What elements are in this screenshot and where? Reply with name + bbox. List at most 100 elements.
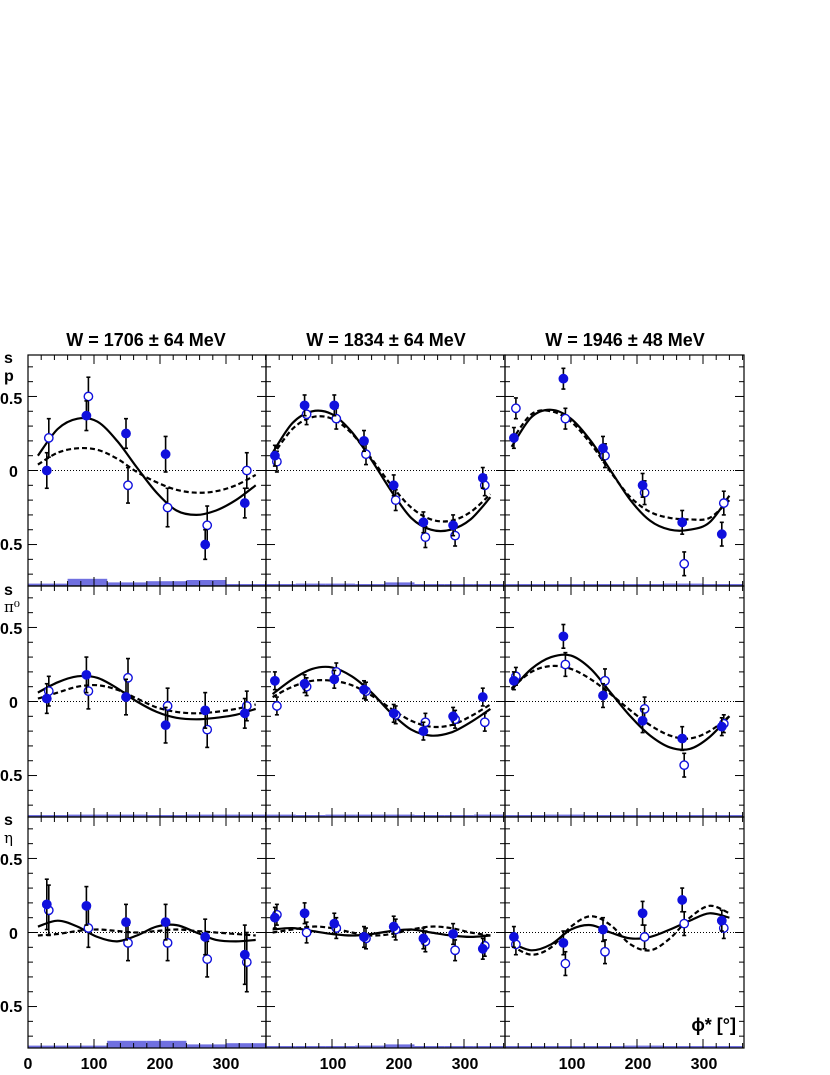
open-point	[162, 502, 173, 513]
x-tick-label-c2-200: 200	[386, 1056, 413, 1073]
filled-point	[448, 711, 458, 722]
systematic-band	[67, 1045, 108, 1048]
systematic-band	[663, 1046, 703, 1048]
solid-curve	[37, 674, 257, 721]
filled-point	[299, 400, 310, 411]
filled-point	[329, 400, 340, 411]
y-tick-label-r3-pos: 0.5	[0, 852, 22, 869]
dashed-curve	[510, 664, 731, 740]
dashed-curve	[37, 683, 256, 715]
filled-point	[81, 900, 92, 911]
column-title-2: W = 1834 ± 64 MeV	[306, 330, 465, 350]
systematic-band	[505, 815, 545, 817]
open-point	[271, 701, 282, 711]
open-point	[162, 701, 173, 711]
systematic-band	[226, 584, 266, 586]
filled-point	[637, 715, 648, 726]
systematic-band	[703, 815, 743, 817]
filled-point	[716, 915, 727, 926]
filled-point	[200, 705, 211, 716]
panel-r2-c3	[504, 585, 745, 818]
filled-point	[388, 921, 399, 932]
filled-point	[269, 912, 280, 923]
systematic-band	[186, 580, 226, 586]
solid-curve	[37, 919, 256, 943]
filled-point	[299, 908, 310, 919]
systematic-band	[473, 584, 504, 586]
x-tick-label-c3-100: 100	[559, 1056, 586, 1073]
y-tick-label-r2-pos: 0.5	[0, 621, 22, 638]
filled-point	[239, 949, 250, 960]
y-tick-label-r3-zero: 0	[9, 926, 18, 943]
y-tick-labels: 0.5 0 0.5 0.5 0 0.5 0.5 0 0.5	[0, 391, 22, 1016]
open-point	[331, 413, 342, 424]
open-point	[679, 558, 690, 569]
systematic-band	[505, 584, 545, 586]
systematic-band	[107, 814, 147, 817]
filled-point	[418, 517, 429, 528]
systematic-band	[325, 814, 356, 817]
filled-point	[509, 433, 519, 443]
systematic-band	[266, 1046, 296, 1048]
panel-frame	[265, 354, 506, 587]
filled-point	[299, 678, 310, 689]
y-tick-label-r1-pos: 0.5	[0, 391, 22, 408]
open-point	[639, 932, 650, 942]
y-tick-label-r1-neg: 0.5	[0, 537, 22, 554]
systematic-band	[384, 582, 415, 586]
filled-point	[329, 674, 340, 685]
row-label-sub-3: η	[4, 829, 13, 847]
filled-point	[41, 465, 52, 476]
filled-point	[558, 631, 569, 642]
systematic-band	[444, 1046, 474, 1048]
systematic-band	[703, 584, 743, 586]
filled-point	[509, 675, 519, 686]
systematic-band	[226, 1043, 266, 1048]
filled-point	[677, 733, 688, 744]
x-tick-label-c1-0: 0	[24, 1056, 33, 1073]
filled-point	[598, 924, 608, 935]
open-point	[420, 532, 431, 543]
open-point	[600, 675, 610, 686]
filled-point	[81, 669, 92, 680]
systematic-band	[186, 1044, 226, 1048]
systematic-band	[505, 1046, 545, 1048]
filled-point	[716, 529, 727, 540]
systematic-band	[384, 814, 415, 817]
open-point	[511, 403, 521, 414]
open-point	[123, 480, 133, 491]
systematic-band	[325, 583, 356, 586]
systematic-band	[295, 1046, 326, 1048]
open-point	[479, 717, 490, 728]
y-tick-label-r2-neg: 0.5	[0, 768, 22, 785]
solid-curve	[37, 416, 257, 517]
x-tick-label-c3-200: 200	[625, 1056, 652, 1073]
dashed-curve	[37, 446, 257, 494]
open-point	[679, 760, 690, 771]
systematic-band	[107, 1040, 147, 1048]
filled-point	[160, 449, 171, 460]
systematic-band	[355, 1045, 385, 1048]
open-point	[301, 927, 312, 938]
filled-point	[677, 895, 688, 905]
systematic-band	[584, 815, 624, 817]
systematic-band	[146, 815, 187, 817]
filled-point	[598, 690, 608, 701]
x-tick-label-c1-200: 200	[147, 1056, 174, 1073]
systematic-band	[414, 584, 445, 586]
filled-point	[448, 929, 458, 939]
panels	[27, 354, 745, 1049]
systematic-band	[355, 814, 385, 817]
panel-frame	[27, 354, 267, 587]
filled-point	[81, 410, 92, 421]
systematic-band	[444, 584, 474, 586]
row-label-main-1: s	[4, 350, 13, 367]
systematic-band	[266, 584, 296, 586]
dashed-curve	[37, 928, 256, 937]
dashed-curve	[510, 409, 731, 521]
open-point	[43, 433, 54, 443]
panel-frame	[27, 585, 267, 818]
filled-point	[477, 943, 488, 954]
open-point	[390, 495, 401, 506]
systematic-band	[295, 815, 326, 817]
